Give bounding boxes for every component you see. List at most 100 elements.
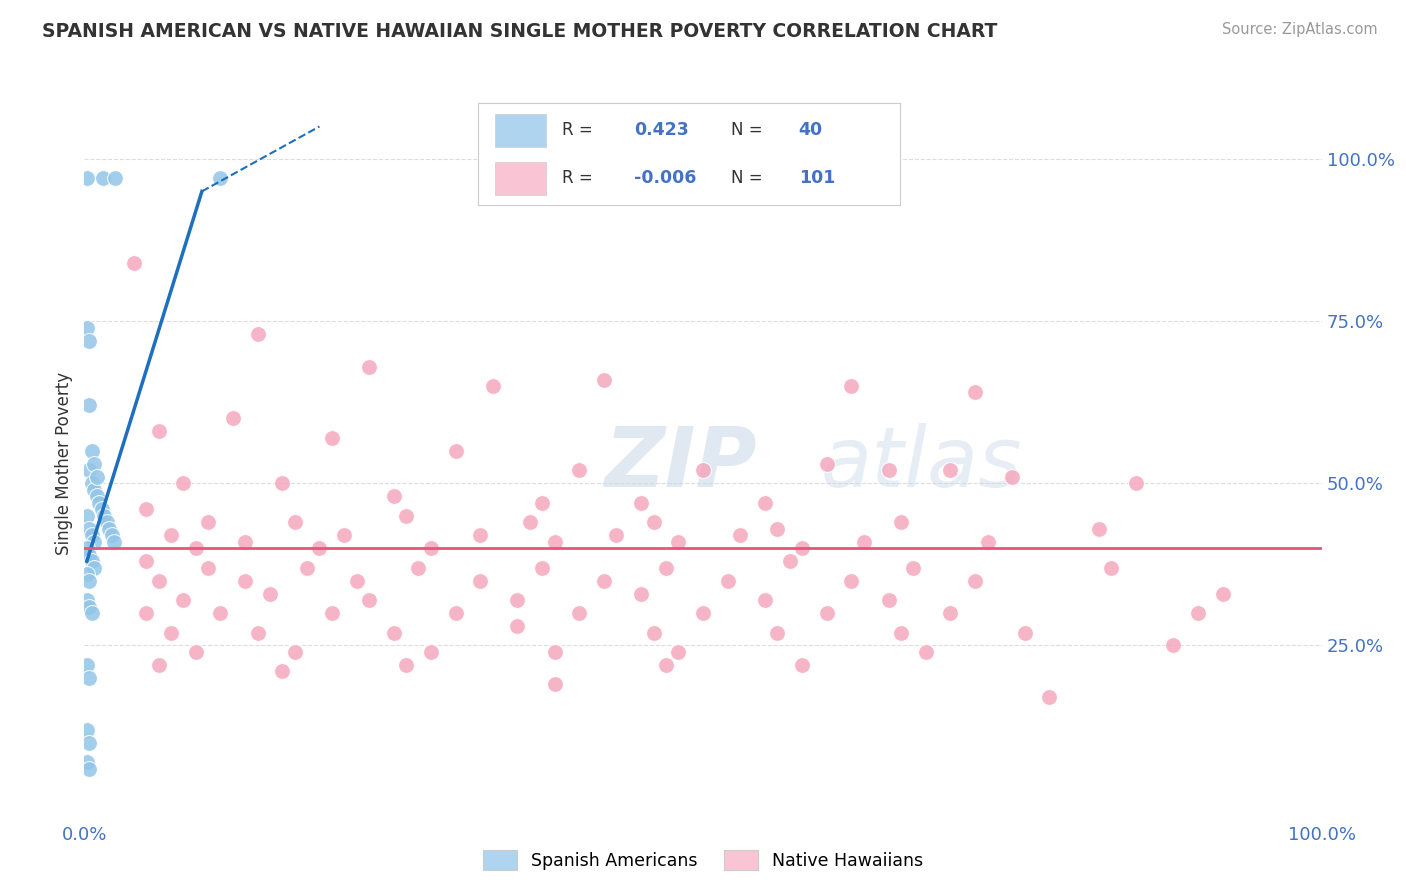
Text: N =: N =	[731, 121, 762, 139]
Point	[506, 593, 529, 607]
Point	[543, 677, 565, 691]
Point	[209, 171, 232, 186]
Point	[766, 625, 789, 640]
Point	[135, 606, 157, 620]
Point	[148, 574, 170, 588]
Point	[382, 489, 405, 503]
Point	[80, 554, 103, 568]
Point	[76, 756, 98, 770]
Point	[79, 522, 101, 536]
Point	[80, 606, 103, 620]
Point	[83, 560, 105, 574]
Point	[754, 496, 776, 510]
Point	[103, 534, 125, 549]
Point	[903, 560, 925, 574]
Point	[965, 574, 987, 588]
Point	[779, 554, 801, 568]
Point	[728, 528, 751, 542]
Point	[86, 470, 108, 484]
Text: 101: 101	[799, 169, 835, 187]
Point	[333, 528, 356, 542]
Point	[717, 574, 740, 588]
Point	[692, 606, 714, 620]
Text: -0.006: -0.006	[634, 169, 696, 187]
Point	[666, 534, 689, 549]
Point	[1014, 625, 1036, 640]
Point	[98, 522, 121, 536]
Point	[76, 171, 98, 186]
Point	[284, 515, 307, 529]
Point	[593, 574, 616, 588]
Text: 0.423: 0.423	[634, 121, 689, 139]
Point	[76, 593, 98, 607]
Point	[357, 359, 380, 374]
Point	[1187, 606, 1209, 620]
Point	[841, 574, 863, 588]
Text: Source: ZipAtlas.com: Source: ZipAtlas.com	[1222, 22, 1378, 37]
Text: R =: R =	[562, 169, 593, 187]
Point	[790, 541, 813, 556]
Point	[76, 508, 98, 523]
Point	[382, 625, 405, 640]
Point	[543, 534, 565, 549]
FancyBboxPatch shape	[495, 114, 546, 146]
Point	[80, 443, 103, 458]
Point	[160, 528, 183, 542]
Point	[841, 379, 863, 393]
Point	[79, 399, 101, 413]
Point	[76, 541, 98, 556]
Point	[815, 457, 838, 471]
Point	[76, 657, 98, 672]
Point	[1038, 690, 1060, 705]
Point	[543, 645, 565, 659]
Legend: Spanish Americans, Native Hawaiians: Spanish Americans, Native Hawaiians	[474, 841, 932, 879]
Point	[148, 657, 170, 672]
Point	[815, 606, 838, 620]
Point	[79, 671, 101, 685]
Point	[976, 534, 998, 549]
Point	[172, 593, 194, 607]
Point	[1001, 470, 1024, 484]
Point	[80, 528, 103, 542]
Point	[184, 541, 207, 556]
Point	[172, 476, 194, 491]
Point	[86, 489, 108, 503]
Text: N =: N =	[731, 169, 762, 187]
Point	[79, 574, 101, 588]
Point	[395, 508, 418, 523]
Point	[605, 528, 627, 542]
Point	[271, 665, 294, 679]
Point	[79, 736, 101, 750]
Point	[135, 554, 157, 568]
Point	[890, 625, 912, 640]
Point	[965, 385, 987, 400]
Point	[1099, 560, 1122, 574]
Point	[80, 476, 103, 491]
Point	[655, 657, 678, 672]
Point	[76, 723, 98, 737]
Point	[419, 541, 441, 556]
Point	[104, 171, 127, 186]
Point	[83, 483, 105, 497]
Point	[1125, 476, 1147, 491]
Point	[346, 574, 368, 588]
Point	[209, 606, 232, 620]
Point	[197, 560, 219, 574]
Point	[630, 586, 652, 600]
Point	[79, 463, 101, 477]
Point	[666, 645, 689, 659]
Point	[90, 502, 112, 516]
Point	[321, 606, 343, 620]
Point	[89, 496, 111, 510]
Point	[76, 567, 98, 582]
Point	[160, 625, 183, 640]
Point	[222, 411, 245, 425]
Point	[184, 645, 207, 659]
Point	[321, 431, 343, 445]
Point	[1212, 586, 1234, 600]
Point	[766, 522, 789, 536]
Point	[1161, 639, 1184, 653]
Point	[100, 528, 122, 542]
Point	[357, 593, 380, 607]
Point	[76, 320, 98, 334]
